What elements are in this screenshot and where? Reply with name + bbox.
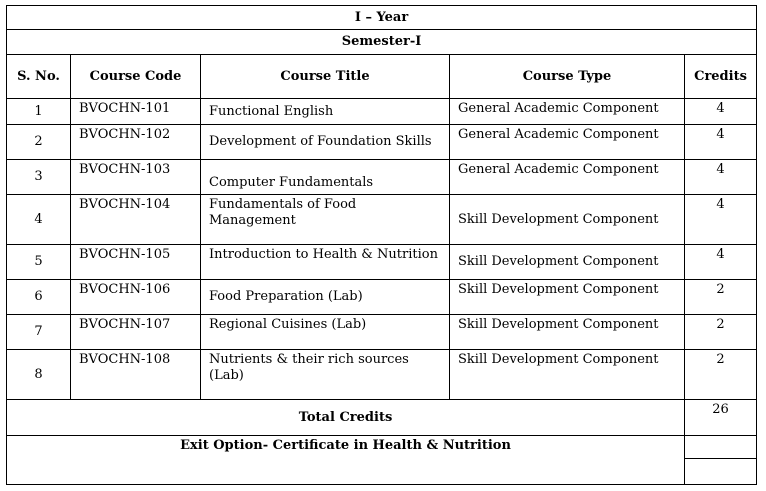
year-heading: I – Year: [5, 5, 758, 30]
row-type: Skill Development Component: [449, 194, 685, 245]
row-type: General Academic Component: [449, 159, 685, 195]
row-code: BVOCHN-106: [70, 279, 201, 315]
row-credits: 4: [683, 159, 758, 195]
col-header-credits: Credits: [683, 54, 758, 99]
row-code: BVOCHN-101: [70, 98, 201, 125]
course-table-container: I – Year Semester-I S. No. Course Code C…: [5, 5, 758, 485]
col-header-code: Course Code: [70, 54, 201, 99]
row-title: Regional Cuisines (Lab): [200, 314, 450, 350]
row-title: Computer Fundamentals: [200, 159, 450, 195]
row-title: Fundamentals of Food Management: [200, 194, 450, 245]
row-credits: 4: [683, 98, 758, 125]
row-type: Skill Development Component: [449, 349, 685, 400]
row-title: Nutrients & their rich sources (Lab): [200, 349, 450, 400]
row-code: BVOCHN-105: [70, 244, 201, 280]
row-sno: 7: [6, 314, 71, 350]
col-header-type: Course Type: [449, 54, 685, 99]
col-header-title: Course Title: [200, 54, 450, 99]
row-type: Skill Development Component: [449, 279, 685, 315]
row-credits: 2: [683, 314, 758, 350]
row-title: Introduction to Health & Nutrition: [200, 244, 450, 280]
table-row: 5 BVOCHN-105 Introduction to Health & Nu…: [6, 244, 758, 280]
course-table: I – Year Semester-I S. No. Course Code C…: [5, 5, 758, 485]
exit-option-empty-cell: [683, 458, 758, 485]
table-row: 4 BVOCHN-104 Fundamentals of Food Manage…: [6, 194, 758, 245]
semester-heading: Semester-I: [5, 29, 758, 55]
table-row: 1 BVOCHN-101 Functional English General …: [6, 98, 758, 125]
table-row: 3 BVOCHN-103 Computer Fundamentals Gener…: [6, 159, 758, 195]
table-row: 7 BVOCHN-107 Regional Cuisines (Lab) Ski…: [6, 314, 758, 350]
row-credits: 4: [683, 244, 758, 280]
row-code: BVOCHN-102: [70, 124, 201, 160]
row-title: Development of Foundation Skills: [200, 124, 450, 160]
total-row: Total Credits 26: [6, 399, 758, 436]
row-credits: 2: [683, 279, 758, 315]
row-code: BVOCHN-108: [70, 349, 201, 400]
row-type: Skill Development Component: [449, 314, 685, 350]
exit-option-row: Exit Option- Certificate in Health & Nut…: [6, 435, 758, 485]
row-credits: 4: [683, 124, 758, 160]
row-type: General Academic Component: [449, 124, 685, 160]
row-sno: 6: [6, 279, 71, 315]
row-code: BVOCHN-107: [70, 314, 201, 350]
table-row: 2 BVOCHN-102 Development of Foundation S…: [6, 124, 758, 160]
row-sno: 1: [6, 98, 71, 125]
exit-option-credits-cell: [683, 435, 758, 459]
row-sno: 8: [6, 349, 71, 400]
col-header-sno: S. No.: [6, 54, 71, 99]
exit-option-text: Exit Option- Certificate in Health & Nut…: [6, 435, 685, 485]
row-code: BVOCHN-104: [70, 194, 201, 245]
total-credits-label: Total Credits: [6, 399, 685, 436]
table-row: 8 BVOCHN-108 Nutrients & their rich sour…: [6, 349, 758, 400]
row-type: Skill Development Component: [449, 244, 685, 280]
row-title: Food Preparation (Lab): [200, 279, 450, 315]
row-sno: 2: [6, 124, 71, 160]
table-row: 6 BVOCHN-106 Food Preparation (Lab) Skil…: [6, 279, 758, 315]
row-title: Functional English: [200, 98, 450, 125]
total-credits-value: 26: [683, 399, 758, 436]
row-type: General Academic Component: [449, 98, 685, 125]
row-credits: 4: [683, 194, 758, 245]
header-row: S. No. Course Code Course Title Course T…: [6, 54, 758, 99]
row-sno: 4: [6, 194, 71, 245]
row-credits: 2: [683, 349, 758, 400]
row-code: BVOCHN-103: [70, 159, 201, 195]
row-sno: 3: [6, 159, 71, 195]
row-sno: 5: [6, 244, 71, 280]
